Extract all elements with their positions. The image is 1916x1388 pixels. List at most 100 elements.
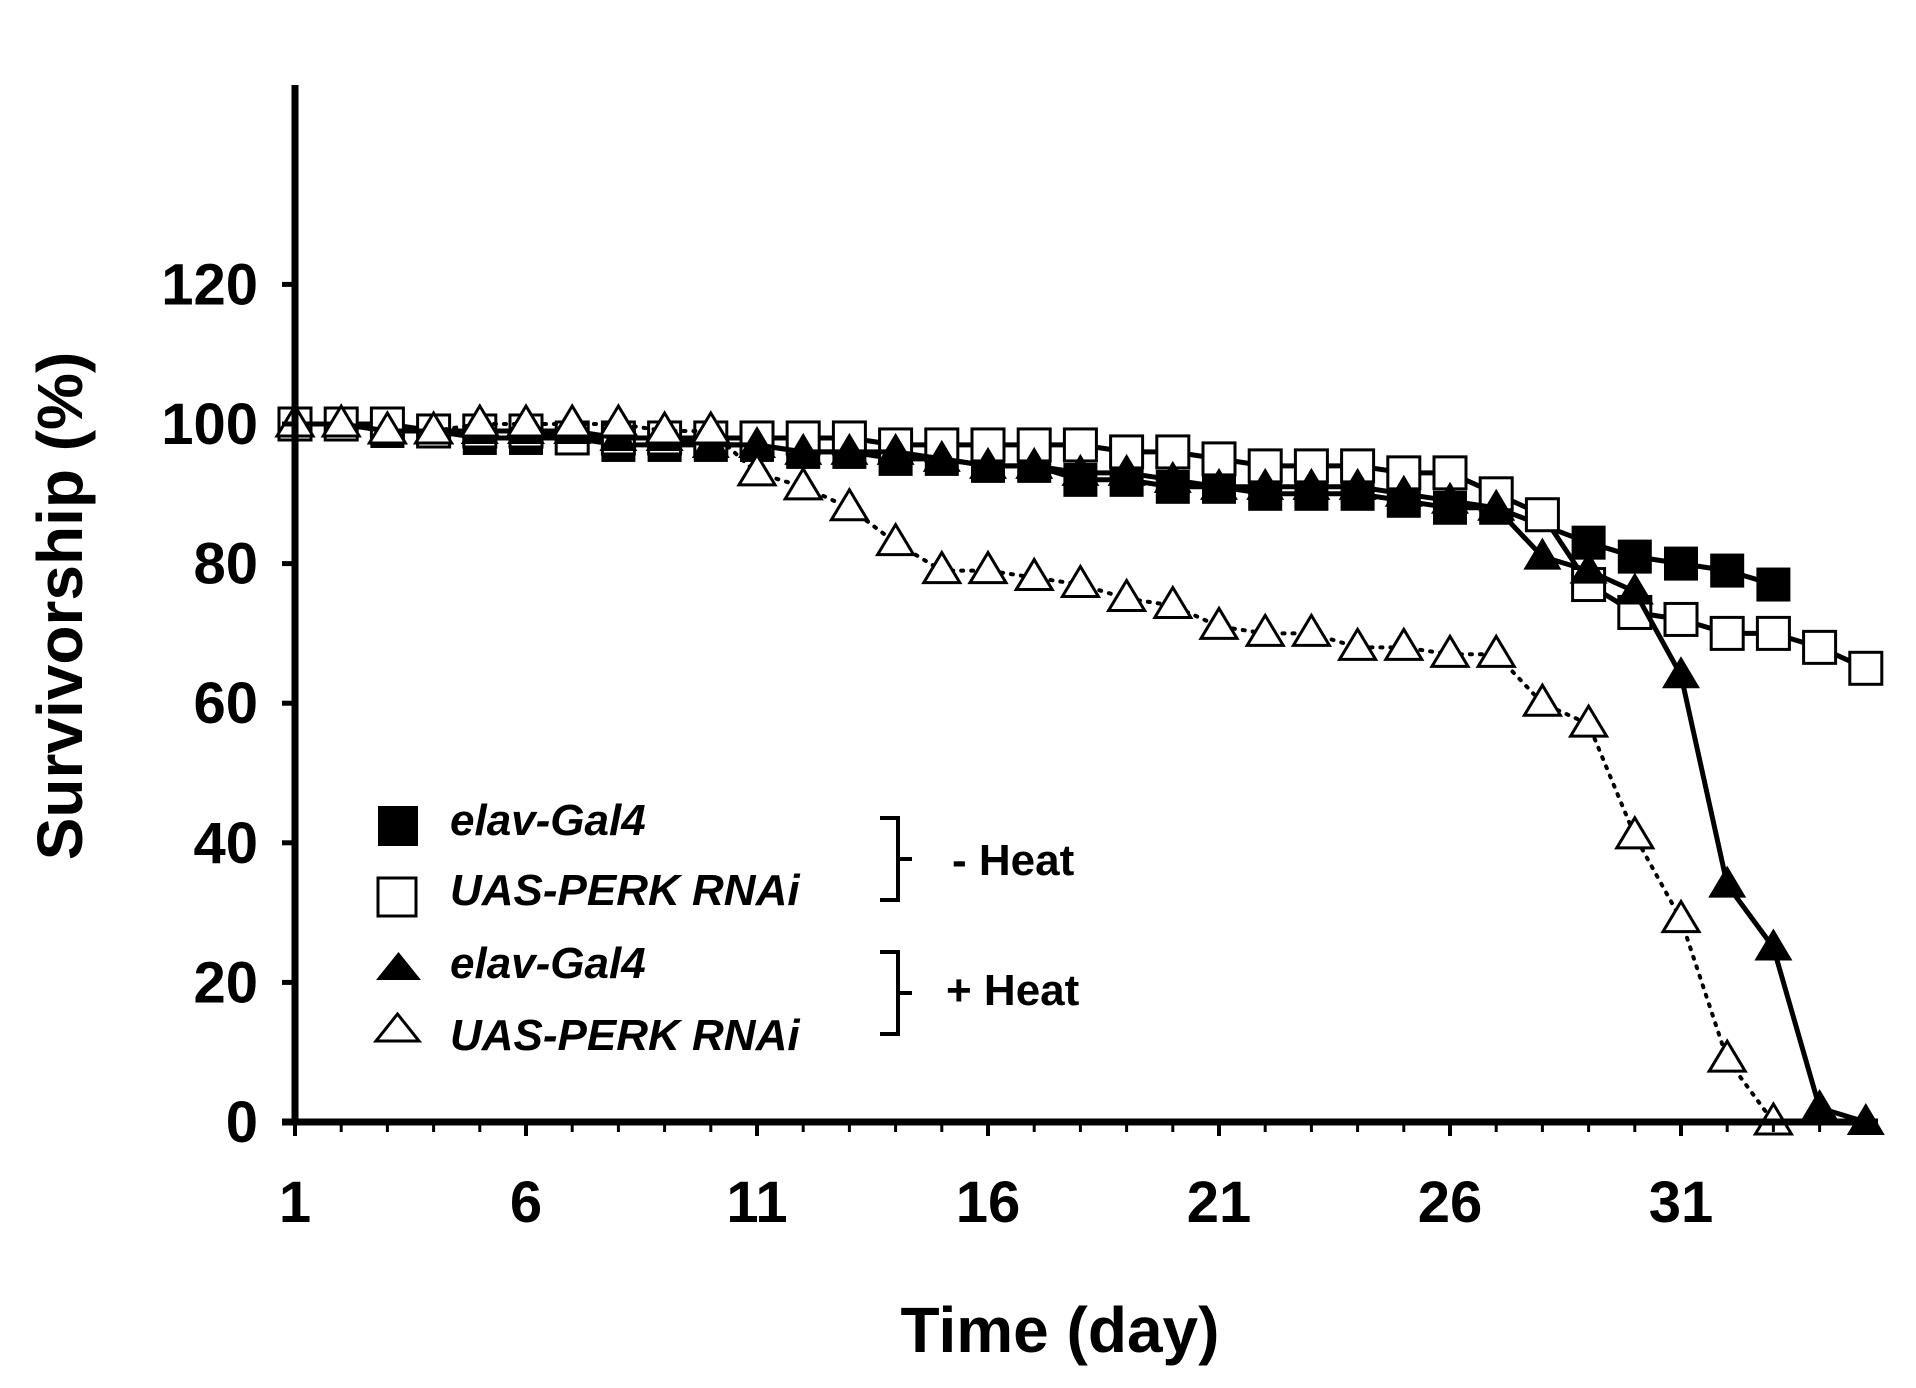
data-point-elav-gal4-heat xyxy=(1292,467,1331,500)
data-point-uas-perk-rnai-no-heat xyxy=(1755,615,1791,651)
data-point-elav-gal4-heat xyxy=(922,439,961,472)
data-point-uas-perk-rnai-heat xyxy=(736,451,778,487)
data-point-uas-perk-rnai-no-heat xyxy=(1663,601,1699,637)
x-axis-title: Time (day) xyxy=(901,1294,1220,1366)
data-point-elav-gal4-heat xyxy=(1015,446,1054,479)
y-tick-label: 100 xyxy=(161,392,258,457)
data-point-elav-gal4-heat xyxy=(1615,572,1654,605)
data-point-uas-perk-rnai-heat xyxy=(874,521,917,557)
y-tick-label: 120 xyxy=(161,252,258,317)
data-point-uas-perk-rnai-heat xyxy=(782,465,824,501)
x-tick-label: 16 xyxy=(956,1170,1021,1235)
data-point-elav-gal4-heat xyxy=(1246,467,1285,500)
data-point-uas-perk-rnai-heat xyxy=(1475,633,1517,668)
data-point-uas-perk-rnai-heat xyxy=(1013,556,1055,592)
data-point-uas-perk-rnai-heat xyxy=(505,403,547,438)
data-point-uas-perk-rnai-heat xyxy=(551,403,593,438)
legend-label-elav-gal4-heat: elav-Gal4 xyxy=(450,939,646,988)
data-point-uas-perk-rnai-heat xyxy=(1198,605,1240,640)
legend: elav-Gal4 UAS-PERK RNAi elav-Gal4 UAS-PE… xyxy=(372,796,1080,1060)
data-point-elav-gal4-heat xyxy=(1708,865,1747,898)
data-point-elav-gal4-heat xyxy=(1662,656,1700,689)
y-ticks: 0 20 40 60 80 100 120 xyxy=(161,252,295,1155)
x-tick-label: 1 xyxy=(279,1170,311,1235)
y-axis-title: Survivorship (%) xyxy=(24,352,96,861)
data-point-elav-gal4-heat xyxy=(830,432,869,465)
data-point-uas-perk-rnai-heat xyxy=(1336,626,1379,661)
legend-marker-square-filled xyxy=(378,806,418,846)
legend-bracket-heat xyxy=(880,950,912,1036)
data-point-uas-perk-rnai-no-heat xyxy=(1709,615,1745,651)
x-tick-label: 26 xyxy=(1418,1170,1483,1235)
legend-group-label-no-heat: - Heat xyxy=(952,836,1075,885)
x-tick-label: 31 xyxy=(1649,1170,1714,1235)
data-point-uas-perk-rnai-heat xyxy=(1290,612,1333,647)
x-ticks: 1 6 11 16 21 26 31 xyxy=(279,1122,1868,1235)
data-point-elav-gal4-no-heat xyxy=(1664,546,1698,581)
data-point-elav-gal4-heat xyxy=(1153,460,1192,493)
legend-marker-triangle-open xyxy=(372,1011,423,1043)
data-point-uas-perk-rnai-no-heat xyxy=(1848,650,1884,686)
data-point-uas-perk-rnai-heat xyxy=(1152,584,1194,619)
data-point-uas-perk-rnai-heat xyxy=(1105,577,1148,612)
data-point-uas-perk-rnai-heat xyxy=(1059,563,1102,599)
data-point-uas-perk-rnai-heat xyxy=(366,410,409,445)
data-point-elav-gal4-heat xyxy=(1431,481,1469,514)
data-point-uas-perk-rnai-heat xyxy=(1660,898,1702,934)
data-point-elav-gal4-heat xyxy=(738,425,776,458)
x-tick-label: 21 xyxy=(1187,1170,1252,1235)
data-point-uas-perk-rnai-heat xyxy=(921,549,963,585)
series-layer xyxy=(274,403,1885,1136)
data-point-elav-gal4-heat xyxy=(1477,488,1516,521)
y-tick-label: 0 xyxy=(226,1090,258,1155)
legend-bracket-no-heat xyxy=(880,816,912,902)
data-point-elav-gal4-heat xyxy=(1338,467,1377,500)
y-tick-label: 60 xyxy=(193,671,258,736)
data-point-elav-gal4-no-heat xyxy=(1756,567,1791,602)
data-point-elav-gal4-heat xyxy=(1800,1089,1839,1122)
data-point-elav-gal4-heat xyxy=(876,432,915,465)
data-point-uas-perk-rnai-heat xyxy=(1521,682,1564,717)
data-point-elav-gal4-no-heat xyxy=(1710,553,1745,588)
data-point-uas-perk-rnai-heat xyxy=(1244,612,1286,647)
data-point-uas-perk-rnai-heat xyxy=(643,410,686,445)
data-point-uas-perk-rnai-heat xyxy=(967,549,1009,585)
data-point-uas-perk-rnai-heat xyxy=(690,410,732,445)
data-point-elav-gal4-heat xyxy=(1569,551,1608,584)
data-point-uas-perk-rnai-heat xyxy=(1706,1038,1748,1073)
series-uas-perk-rnai-heat xyxy=(274,403,1795,1136)
x-tick-label: 6 xyxy=(510,1170,542,1235)
y-tick-label: 80 xyxy=(193,532,258,597)
data-point-uas-perk-rnai-heat xyxy=(1429,633,1471,668)
data-point-uas-perk-rnai-heat xyxy=(412,410,455,445)
data-point-uas-perk-rnai-heat xyxy=(1383,626,1425,661)
legend-marker-triangle-filled xyxy=(376,952,421,980)
data-point-elav-gal4-heat xyxy=(969,446,1007,479)
y-tick-label: 20 xyxy=(193,950,258,1015)
data-point-elav-gal4-heat xyxy=(1200,467,1238,500)
data-point-uas-perk-rnai-no-heat xyxy=(1802,629,1838,665)
data-point-elav-gal4-heat xyxy=(1754,928,1793,961)
legend-group-label-heat: + Heat xyxy=(946,966,1080,1015)
x-tick-label: 11 xyxy=(726,1170,787,1235)
data-point-elav-gal4-heat xyxy=(1061,453,1100,486)
legend-marker-square-open xyxy=(376,876,418,918)
data-point-elav-gal4-heat xyxy=(1384,474,1423,507)
data-point-elav-gal4-heat xyxy=(1523,537,1562,570)
data-point-elav-gal4-heat xyxy=(784,432,823,465)
data-point-uas-perk-rnai-heat xyxy=(459,403,501,438)
data-point-uas-perk-rnai-heat xyxy=(1614,814,1656,850)
legend-label-elav-gal4-no-heat: elav-Gal4 xyxy=(450,796,646,845)
data-point-elav-gal4-no-heat xyxy=(1617,539,1652,574)
data-point-elav-gal4-heat xyxy=(1107,453,1146,486)
y-tick-label: 40 xyxy=(193,811,258,876)
legend-label-uas-perk-rnai-heat: UAS-PERK RNAi xyxy=(450,1011,800,1060)
data-point-uas-perk-rnai-no-heat xyxy=(1524,497,1560,533)
data-point-uas-perk-rnai-heat xyxy=(828,486,871,522)
legend-label-uas-perk-rnai-no-heat: UAS-PERK RNAi xyxy=(450,866,800,915)
data-point-uas-perk-rnai-heat xyxy=(597,403,640,438)
data-point-uas-perk-rnai-heat xyxy=(1567,703,1610,738)
data-point-uas-perk-rnai-heat xyxy=(320,403,362,438)
